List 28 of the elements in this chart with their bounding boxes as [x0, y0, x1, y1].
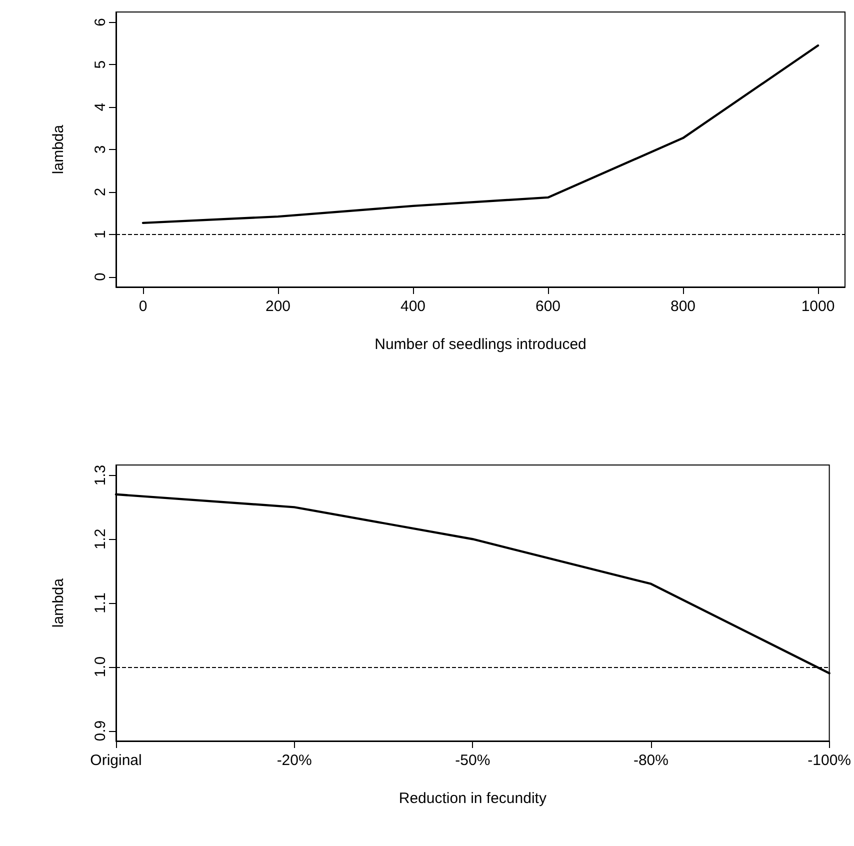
- y-tick-label: 0.9: [92, 720, 109, 742]
- y-tick-label: 0: [92, 272, 109, 281]
- y-tick-label: 1.2: [92, 528, 109, 550]
- x-axis-title: Reduction in fecundity: [398, 790, 547, 807]
- x-tick-label: -100%: [808, 752, 851, 769]
- y-tick-label: 1.3: [92, 464, 109, 486]
- y-axis-title: lambda: [50, 124, 67, 174]
- y-tick-label: 2: [92, 188, 109, 196]
- x-tick-label: 200: [265, 298, 291, 315]
- x-tick-label: -80%: [633, 752, 669, 769]
- y-tick-label: 6: [92, 18, 109, 26]
- x-tick-label: 0: [138, 298, 148, 315]
- y-tick-label: 1: [92, 230, 109, 239]
- x-tick-label: -20%: [276, 752, 312, 769]
- x-tick-label: 800: [670, 298, 696, 315]
- x-tick-label: Original: [90, 752, 142, 769]
- y-tick-label: 4: [92, 102, 109, 112]
- x-tick-label: 1000: [801, 298, 835, 315]
- y-tick-label: 1.0: [92, 656, 109, 678]
- x-tick-label: 600: [535, 298, 561, 315]
- y-tick-label: 1.1: [92, 592, 109, 614]
- line-series: [142, 44, 820, 224]
- y-axis-title: lambda: [50, 578, 67, 628]
- y-tick-label: 5: [92, 60, 109, 69]
- x-tick-label: 400: [400, 298, 426, 315]
- x-tick-label: -50%: [455, 752, 490, 769]
- x-axis-title: Number of seedlings introduced: [374, 336, 586, 353]
- y-tick-label: 3: [92, 145, 109, 154]
